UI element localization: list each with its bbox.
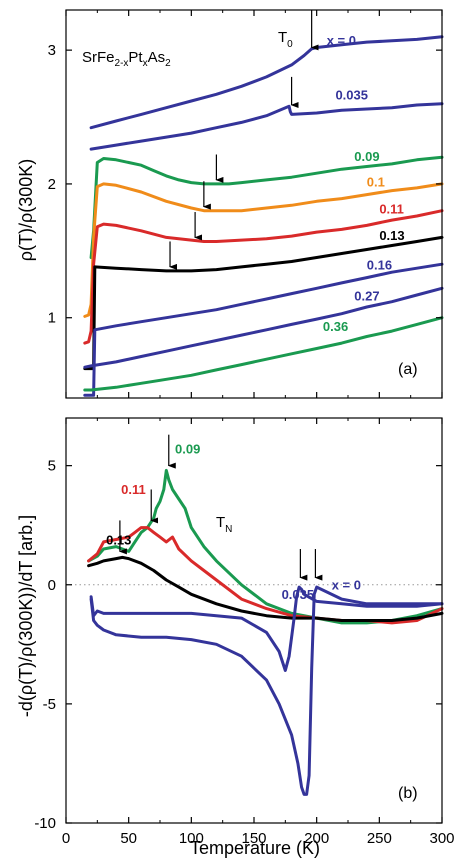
panel-a-series-label-0-16: 0.16	[367, 258, 392, 273]
panel-a-series-line-x-0	[89, 35, 444, 130]
formula-sub3: 2	[165, 58, 171, 69]
panel-b-xtick-label: 200	[304, 830, 329, 847]
panel-a-series-line-0-11	[83, 209, 444, 345]
panel-b-series-line-x-0	[89, 585, 444, 796]
panel-a-series-label-0-27: 0.27	[354, 288, 379, 303]
panel-b-xtick-label: 300	[429, 830, 454, 847]
panel-a-series-line-0-36	[83, 316, 444, 392]
panel-a-series-line-0-035	[89, 102, 444, 151]
panel-b-series	[87, 468, 444, 796]
tn-sub: N	[225, 524, 232, 535]
panel-a-series-labels: x = 0 0.035 0.09 0.1 0.11 0.13 0.16 0.27 0.36	[323, 33, 405, 334]
formula-sub1: 2-x	[115, 58, 129, 69]
panel-a-series	[83, 35, 444, 397]
panel-a-series-label-0-1: 0.1	[367, 175, 385, 190]
panel-b-series-line-0-035	[89, 585, 444, 672]
formula-sub2: x	[143, 58, 148, 69]
panel-b-axes	[65, 417, 443, 824]
panel-b-ytick-label: -10	[34, 815, 56, 832]
panel-b-annotation-tn: TN	[216, 514, 232, 535]
panel-a-tick-labels: 1 2 3	[48, 42, 56, 327]
panel-a-series-label-0-36: 0.36	[323, 319, 348, 334]
panel-a-series-line-0-1	[83, 182, 444, 318]
panel-b-xtick-label: 100	[179, 830, 204, 847]
panel-a-series-label-0-09: 0.09	[354, 149, 379, 164]
panel-b-series-line-0-13	[87, 555, 444, 622]
panel-a-ytick-label: 2	[48, 176, 56, 193]
tn-base: T	[216, 514, 225, 531]
panel-a-series-line-0-13	[83, 235, 444, 371]
panel-b-label: (b)	[398, 785, 418, 802]
panel-b-xtick-label: 250	[367, 830, 392, 847]
panel-b-ytick-label: 0	[48, 577, 56, 594]
panel-a-ytick-label: 1	[48, 310, 56, 327]
panel-a-series-label-0-13: 0.13	[379, 228, 404, 243]
panel-a-series-line-0-16	[83, 262, 444, 397]
panel-b-xtick-label: 150	[241, 830, 266, 847]
panel-b-series-label-x-0: x = 0	[332, 578, 361, 593]
panel-b-series-label-0-09: 0.09	[175, 442, 200, 457]
panel-b-arrows	[118, 434, 323, 581]
panel-b-ytick-label: 5	[48, 458, 56, 475]
panel-b-xlabel: Temperature (K)	[190, 838, 320, 858]
t0-sub: 0	[287, 39, 293, 50]
formula-base: SrFe	[82, 49, 115, 66]
panel-a-ytick-label: 3	[48, 42, 56, 59]
panel-a-series-label-0-11: 0.11	[379, 201, 404, 216]
t0-base: T	[278, 29, 287, 46]
panel-a-series-label-x-0: x = 0	[327, 33, 356, 48]
panel-a-annotation-t0: T0	[278, 29, 293, 50]
formula-mid: Pt	[128, 49, 143, 66]
panel-a-series-line-0-27	[83, 286, 444, 369]
panel-a-formula: SrFe2-xPtxAs2	[82, 49, 171, 69]
panel-a-ylabel: ρ(T)/ρ(300K)	[16, 159, 36, 262]
panel-a: x = 0 0.035 0.09 0.1 0.11 0.13 0.16 0.27 0.36 1 2…	[16, 9, 444, 399]
panel-b-ytick-label: -5	[43, 696, 56, 713]
panel-b-series-label-0-11: 0.11	[121, 482, 146, 497]
formula-end: As	[148, 49, 166, 66]
panel-a-label: (a)	[398, 361, 418, 378]
panel-b-series-line-0-11	[87, 526, 444, 625]
panel-a-arrows	[169, 10, 319, 270]
panel-b-series-labels: 0.09 0.11 0.13 0.035 x = 0	[106, 442, 361, 602]
panel-b-xtick-label: 0	[62, 830, 70, 847]
panel-b-xtick-label: 50	[120, 830, 137, 847]
panel-b-series-label-0-13: 0.13	[106, 532, 131, 547]
panel-b-series-label-0-035: 0.035	[282, 587, 315, 602]
panel-a-axes	[65, 9, 443, 399]
panel-a-series-label-0-035: 0.035	[335, 88, 368, 103]
panel-b-ylabel: -d(ρ(T)/ρ(300K))/dT [arb.]	[16, 515, 36, 717]
